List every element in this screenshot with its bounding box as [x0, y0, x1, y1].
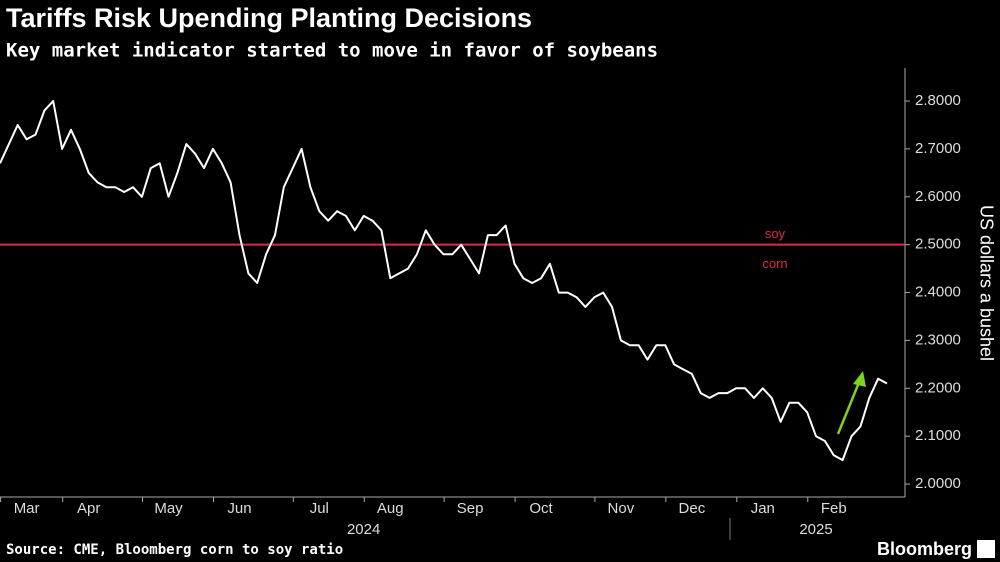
x-tick-label: May — [154, 500, 183, 517]
chart-title: Tariffs Risk Upending Planting Decisions — [6, 3, 532, 33]
y-tick-label: 2.2000 — [915, 379, 961, 396]
x-tick-label: Mar — [14, 500, 40, 517]
x-tick-label: Feb — [821, 500, 847, 517]
x-tick-label: Jul — [310, 500, 329, 517]
y-tick-label: 2.6000 — [915, 188, 961, 205]
y-tick-label: 2.8000 — [915, 92, 961, 109]
y-tick-label: 2.7000 — [915, 140, 961, 157]
brand-icon — [977, 540, 995, 558]
y-tick-label: 2.3000 — [915, 331, 961, 348]
year-label: 2025 — [799, 521, 832, 538]
y-axis-label: US dollars a bushel — [976, 205, 996, 361]
data-line — [0, 100, 888, 462]
y-tick-label: 2.0000 — [915, 475, 961, 492]
x-tick-label: Aug — [377, 500, 404, 517]
x-tick-label: Apr — [77, 500, 100, 517]
year-label: 2024 — [347, 521, 380, 538]
x-tick-label: Nov — [608, 500, 635, 517]
chart-subtitle: Key market indicator started to move in … — [6, 40, 658, 62]
y-tick-label: 2.4000 — [915, 284, 961, 301]
arrow — [836, 371, 866, 435]
source: Source: CME, Bloomberg corn to soy ratio — [6, 542, 343, 558]
brand: Bloomberg — [877, 539, 972, 559]
y-tick-label: 2.1000 — [915, 427, 961, 444]
reference-label: corn — [762, 256, 787, 271]
y-tick-label: 2.5000 — [915, 236, 961, 253]
x-tick-label: Oct — [529, 500, 553, 517]
x-tick-label: Sep — [457, 500, 484, 517]
x-tick-label: Dec — [679, 500, 706, 517]
x-tick-label: Jan — [751, 500, 775, 517]
x-tick-label: Jun — [227, 500, 251, 517]
reference-label: soy — [765, 226, 786, 241]
